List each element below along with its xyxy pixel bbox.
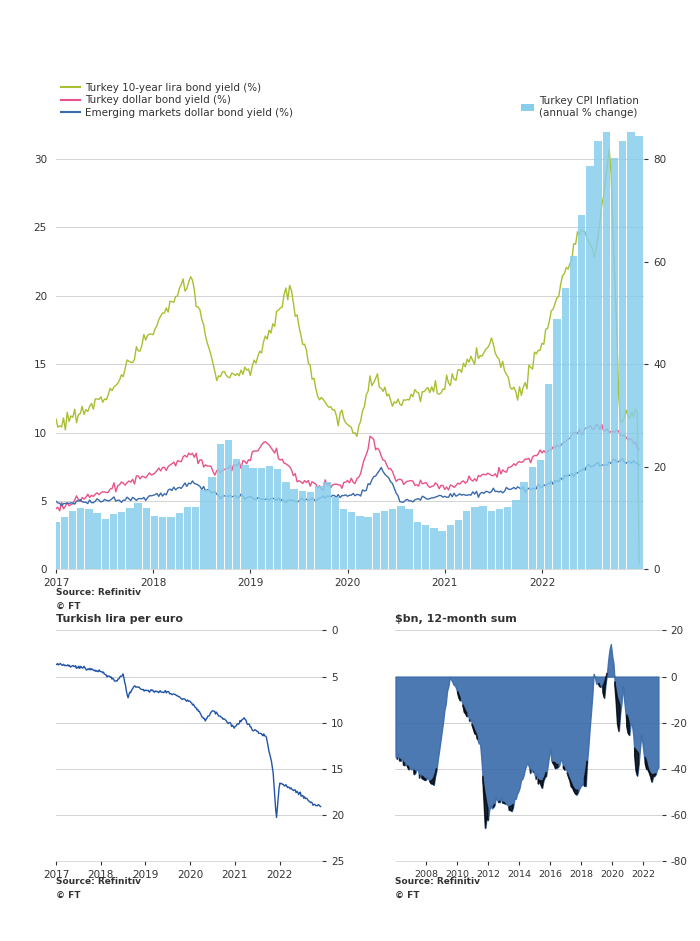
Text: Source: Refinitiv: Source: Refinitiv: [56, 877, 141, 886]
Legend: Turkey CPI Inflation
(annual % change): Turkey CPI Inflation (annual % change): [522, 96, 639, 118]
Text: © FT: © FT: [395, 891, 420, 901]
Text: Source: Refinitiv: Source: Refinitiv: [395, 877, 480, 886]
Text: © FT: © FT: [56, 602, 80, 612]
Text: © FT: © FT: [56, 891, 80, 901]
Text: Turkish lira per euro: Turkish lira per euro: [56, 614, 183, 624]
Text: Source: Refinitiv: Source: Refinitiv: [56, 588, 141, 598]
Text: $bn, 12-month sum: $bn, 12-month sum: [395, 614, 517, 624]
